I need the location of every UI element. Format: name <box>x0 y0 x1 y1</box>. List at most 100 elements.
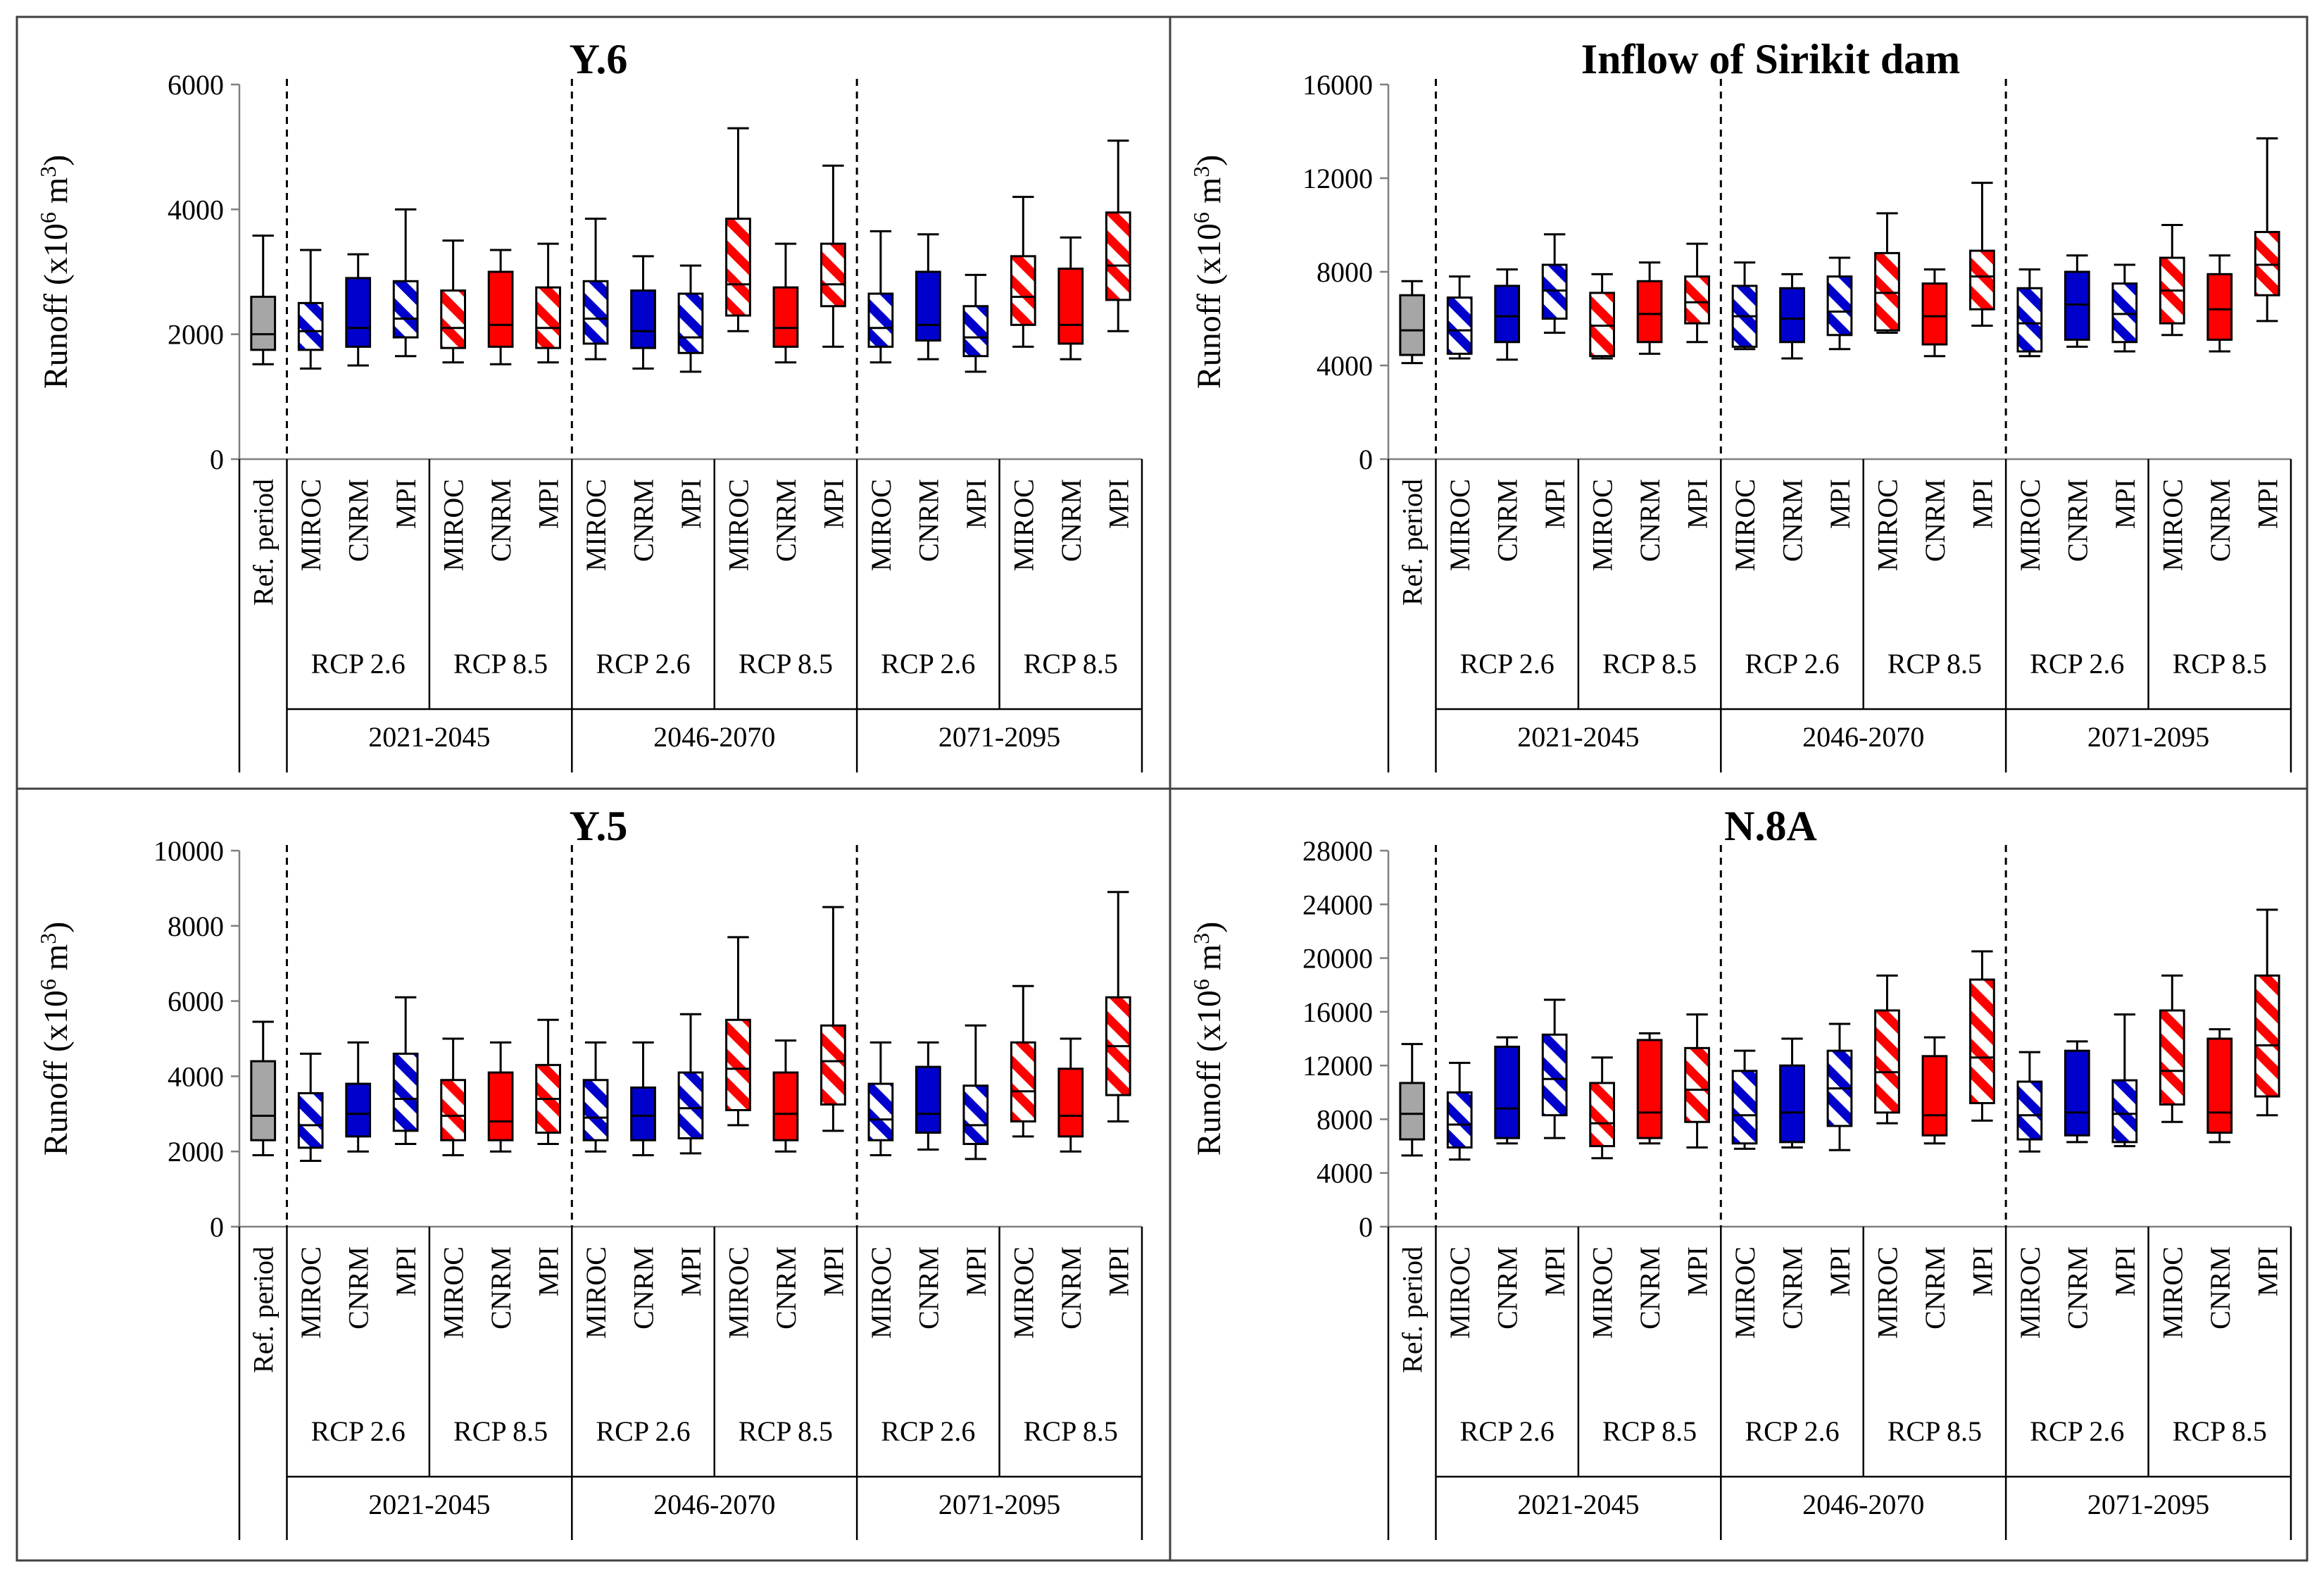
box-iqr <box>2159 1009 2185 1106</box>
box-rcp26-cnrm <box>915 1041 941 1151</box>
category-label: CNRM <box>1055 479 1087 562</box>
category-label: MPI <box>1539 1246 1571 1296</box>
box-iqr <box>440 1079 467 1141</box>
y-axis-label-part: m <box>37 177 75 212</box>
chart-panel: Inflow of Sirikit dam 0 4000 8000 12000 16000… <box>1188 36 2292 772</box>
y-tick-label: 6000 <box>168 69 224 101</box>
box-iqr <box>1684 275 1710 325</box>
scenario-label: RCP 8.5 <box>739 1415 833 1447</box>
y-tick-label: 12000 <box>1302 1050 1373 1082</box>
box-rcp26-cnrm <box>345 1041 372 1153</box>
box-iqr <box>2111 1079 2138 1144</box>
y-axis-label-part: ) <box>37 922 75 933</box>
y-axis-label: Runoff (x106 m3) <box>35 155 75 389</box>
category-label: MIROC <box>1444 1246 1476 1339</box>
category-label: CNRM <box>770 479 802 562</box>
category-label: Ref. period <box>248 479 279 606</box>
category-label: CNRM <box>628 1246 660 1329</box>
box-iqr <box>1969 978 1995 1105</box>
box-rcp26-miroc <box>1446 1061 1473 1161</box>
box-rcp85-mpi <box>535 242 561 364</box>
category-label: MIROC <box>722 1246 754 1339</box>
box-iqr <box>1684 1046 1710 1123</box>
panel-frame <box>15 787 1172 1562</box>
box-rcp26-miroc <box>2016 268 2043 358</box>
box-rcp26-mpi <box>2111 263 2138 353</box>
period-label: 2071-2095 <box>938 721 1060 753</box>
period-label: 2071-2095 <box>938 1489 1060 1520</box>
box-iqr <box>1494 1045 1521 1139</box>
y-tick-label: 4000 <box>1317 1158 1373 1189</box>
box-rcp26-cnrm <box>2064 1040 2090 1144</box>
box-iqr <box>2064 1049 2090 1137</box>
box-iqr <box>392 280 419 339</box>
box-iqr <box>297 301 324 351</box>
box-iqr <box>582 280 609 345</box>
box-rcp85-cnrm <box>2206 254 2233 353</box>
category-label: CNRM <box>1634 479 1666 562</box>
box-rcp85-cnrm <box>772 1039 799 1153</box>
category-label: MIROC <box>1007 1246 1039 1339</box>
chart-title: Y.6 <box>570 36 628 82</box>
box-iqr <box>2016 287 2043 353</box>
scenario-label: RCP 8.5 <box>1602 648 1697 680</box>
y-tick-label: 12000 <box>1302 163 1373 194</box>
category-label: MIROC <box>580 479 612 571</box>
box-iqr <box>1010 255 1036 326</box>
period-label: 2021-2045 <box>1517 1489 1639 1520</box>
category-label: MIROC <box>1729 479 1761 571</box>
box-iqr <box>915 270 941 342</box>
y-tick-label: 0 <box>1359 444 1373 475</box>
box-iqr <box>677 1071 704 1140</box>
scenario-label: RCP 2.6 <box>1460 648 1554 680</box>
box-iqr <box>772 1071 799 1141</box>
box-rcp85-mpi <box>2254 908 2280 1117</box>
y-tick-label: 10000 <box>153 835 224 867</box>
y-axis-label-part: 6 <box>35 212 61 223</box>
box-rcp26-cnrm <box>2064 254 2090 348</box>
scenario-label: RCP 2.6 <box>2030 1415 2124 1447</box>
scenario-label: RCP 2.6 <box>596 1415 690 1447</box>
box-iqr <box>487 270 514 348</box>
box-rcp26-miroc <box>1731 261 1758 351</box>
box-rcp85-miroc <box>725 127 751 332</box>
box-rcp26-mpi <box>677 1013 704 1155</box>
y-axis-label-part: 6 <box>1188 979 1214 990</box>
box-iqr <box>725 1018 751 1111</box>
box-iqr <box>345 277 372 348</box>
box-rcp85-miroc <box>1589 273 1616 360</box>
box-rcp26-cnrm <box>1494 268 1521 361</box>
category-label: CNRM <box>1634 1246 1666 1329</box>
box-iqr <box>915 1065 941 1134</box>
scenario-label: RCP 8.5 <box>1888 648 1982 680</box>
box-rcp26-miroc <box>1446 275 1473 360</box>
category-label: MIROC <box>2014 479 2046 571</box>
category-label: MPI <box>2109 1246 2141 1296</box>
period-label: 2046-2070 <box>1802 1489 1924 1520</box>
y-tick-label: 0 <box>1359 1211 1373 1243</box>
panel-frame <box>15 15 1172 790</box>
category-label: CNRM <box>1492 479 1524 562</box>
scenario-label: RCP 8.5 <box>453 1415 548 1447</box>
y-axis-label-part: Runoff (x10 <box>1191 990 1228 1156</box>
box-iqr <box>250 1060 277 1141</box>
category-label: CNRM <box>1055 1246 1087 1329</box>
box-iqr <box>630 289 656 349</box>
box-rcp26-mpi <box>1826 256 1853 351</box>
category-label: MIROC <box>438 479 470 571</box>
category-label: CNRM <box>2204 479 2236 562</box>
category-label: MPI <box>390 479 422 529</box>
y-axis-label: Runoff (x106 m3) <box>35 922 75 1156</box>
category-label: CNRM <box>1492 1246 1524 1329</box>
box-rcp85-miroc <box>1874 974 1900 1125</box>
y-axis-label-part: ) <box>1191 922 1228 933</box>
y-tick-label: 8000 <box>1317 256 1373 288</box>
period-label: 2071-2095 <box>2087 1489 2209 1520</box>
category-label: MPI <box>675 1246 707 1296</box>
box-rcp26-mpi <box>962 1024 989 1160</box>
period-label: 2046-2070 <box>1802 721 1924 753</box>
box-iqr <box>772 286 799 348</box>
box-iqr <box>962 1084 989 1146</box>
chart-panel: Y.5 0 2000 4000 6000 8000 10000 Runoff (x106 m3… <box>35 803 1143 1540</box>
category-label: CNRM <box>2204 1246 2236 1329</box>
